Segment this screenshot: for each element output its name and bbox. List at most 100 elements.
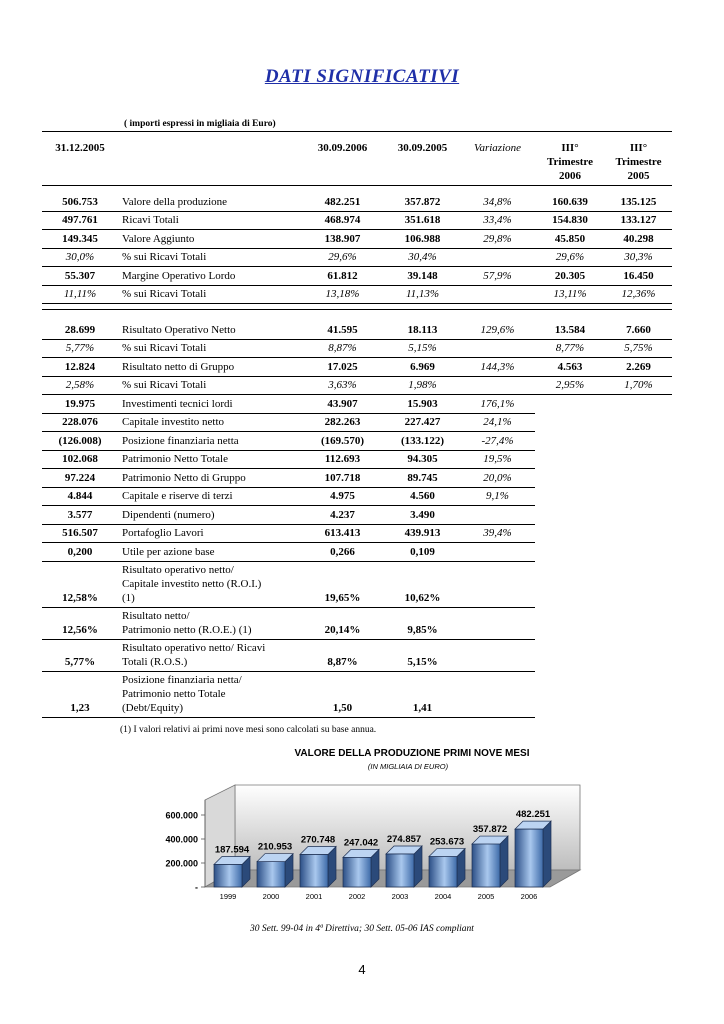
table-cell: 1,98% — [408, 379, 437, 391]
table-cell: 106.988 — [404, 232, 441, 245]
table-cell: Variazione — [473, 142, 522, 154]
table-cell: 20,0% — [483, 471, 512, 484]
table-cell: % sui Ricavi Totali — [122, 251, 207, 263]
table-cell: 29,6% — [328, 251, 357, 263]
bar — [428, 847, 466, 888]
table-cell: 39.148 — [407, 269, 438, 282]
table-cell: 0,109 — [410, 545, 435, 558]
cell-line: Posizione finanziaria netta/ — [122, 673, 242, 686]
table-cell: 5,77% — [64, 655, 96, 668]
cell-line: Risultato netto/ — [122, 609, 190, 622]
table-cell: 1,70% — [624, 379, 653, 391]
bar-front — [385, 853, 415, 888]
table-cell: 19.975 — [64, 397, 96, 410]
cell-line: Totali (R.O.S.) — [122, 655, 188, 668]
table-cell: 45.850 — [554, 232, 586, 245]
table-cell: Posizione finanziaria netta — [122, 434, 239, 447]
table-cell: 30,3% — [624, 251, 653, 263]
x-tick-label: 2001 — [306, 892, 323, 901]
table-cell: 154.830 — [552, 214, 588, 226]
table-cell: Risultato Operativo Netto — [122, 323, 236, 336]
rule — [42, 670, 535, 672]
cell-line: Risultato operativo netto/ Ricavi — [122, 641, 266, 654]
table-cell: 4.563 — [557, 360, 583, 373]
value-label: 210.953 — [258, 842, 292, 853]
bar-front — [299, 854, 329, 888]
rule — [42, 431, 535, 432]
table-cell: 10,62% — [404, 591, 441, 604]
rule — [42, 229, 672, 230]
rule — [42, 716, 535, 718]
table-cell: 149.345 — [62, 232, 98, 245]
table-cell: 40.298 — [623, 232, 654, 245]
table-cell: 4.844 — [67, 490, 93, 502]
table-cell: 16.450 — [623, 269, 654, 282]
table-cell: 8,77% — [555, 342, 585, 354]
table-cell: -27,4% — [481, 434, 514, 447]
table-cell: 357.872 — [404, 195, 441, 208]
table-cell: Portafoglio Lavori — [122, 527, 204, 539]
cell-line: 2005 — [627, 170, 650, 182]
table-cell: (126.008) — [58, 434, 102, 447]
table-cell: Patrimonio Netto di Gruppo — [122, 471, 246, 484]
table-cell: Capitale investito netto — [122, 416, 225, 428]
table-cell: 12.824 — [64, 360, 96, 373]
table-cell: 29,8% — [483, 232, 512, 245]
page-title: DATI SIGNIFICATIVI — [264, 66, 460, 87]
table-cell: 0,266 — [330, 545, 355, 558]
value-label: 482.251 — [516, 809, 551, 820]
table-cell: 5,75% — [624, 342, 653, 354]
table-cell: 12,58% — [62, 591, 98, 604]
cell-line: (1) — [122, 591, 135, 604]
table-cell: 1,50 — [332, 701, 353, 714]
cell-line: 2006 — [559, 170, 581, 182]
table-cell: 1,23 — [70, 701, 90, 714]
table-cell: 30.09.2005 — [397, 142, 448, 154]
table-cell: 144,3% — [480, 360, 515, 373]
value-label: 274.857 — [387, 834, 421, 845]
rule — [42, 210, 672, 212]
table-cell: % sui Ricavi Totali — [122, 342, 207, 354]
table-cell: 0,200 — [67, 545, 93, 558]
bar-front — [428, 856, 458, 888]
table-cell: 102.068 — [62, 453, 98, 465]
cell-line: Capitale investito netto (R.O.I.) — [122, 577, 262, 590]
table-cell: 8,87% — [328, 342, 357, 354]
rule — [42, 449, 535, 451]
x-tick-label: 2006 — [521, 892, 538, 901]
cell-line: Patrimonio netto Totale — [122, 687, 226, 700]
table-cell: 43.907 — [327, 397, 358, 410]
table-cell: 2,95% — [555, 379, 585, 391]
table-cell: 61.812 — [327, 269, 358, 282]
table-cell: 13,18% — [325, 288, 360, 300]
table-cell: 9,85% — [407, 623, 438, 636]
table-cell: 227.427 — [404, 416, 441, 428]
units-note: ( importi espressi in migliaia di Euro) — [124, 119, 276, 129]
table-cell: 5,15% — [408, 342, 437, 354]
rule — [42, 606, 535, 608]
cell-line: Trimestre — [546, 156, 593, 168]
bar-front — [256, 861, 286, 888]
bar — [342, 848, 380, 888]
value-label: 247.042 — [344, 837, 378, 848]
table-cell: Risultato netto/Patrimonio netto (R.O.E.… — [118, 607, 300, 639]
table-cell: 11,13% — [405, 288, 440, 300]
table-cell: 468.974 — [324, 214, 361, 226]
table-cell: 3.490 — [410, 508, 435, 521]
rule — [42, 266, 672, 267]
table-cell: 5,77% — [65, 342, 95, 354]
table-cell: 4.975 — [330, 490, 355, 502]
table-cell: 3.577 — [67, 508, 93, 521]
table-cell: 2.269 — [626, 360, 651, 373]
cell-line: III° — [629, 142, 648, 154]
table-cell: III° Trimestre 2005 — [605, 133, 672, 185]
table-cell: % sui Ricavi Totali — [122, 288, 207, 300]
table-cell: 12,56% — [62, 623, 98, 636]
table-cell: 15.903 — [407, 397, 438, 410]
table-cell: III° Trimestre 2006 — [535, 133, 605, 185]
table-cell: 9,1% — [486, 490, 509, 502]
chart-title: VALORE DELLA PRODUZIONE PRIMI NOVE MESI — [294, 748, 529, 759]
table-cell: 439.913 — [404, 527, 441, 539]
cell-line: III° — [561, 142, 579, 154]
table-cell: Risultato operativo netto/ Ricavi Totali … — [118, 639, 300, 671]
